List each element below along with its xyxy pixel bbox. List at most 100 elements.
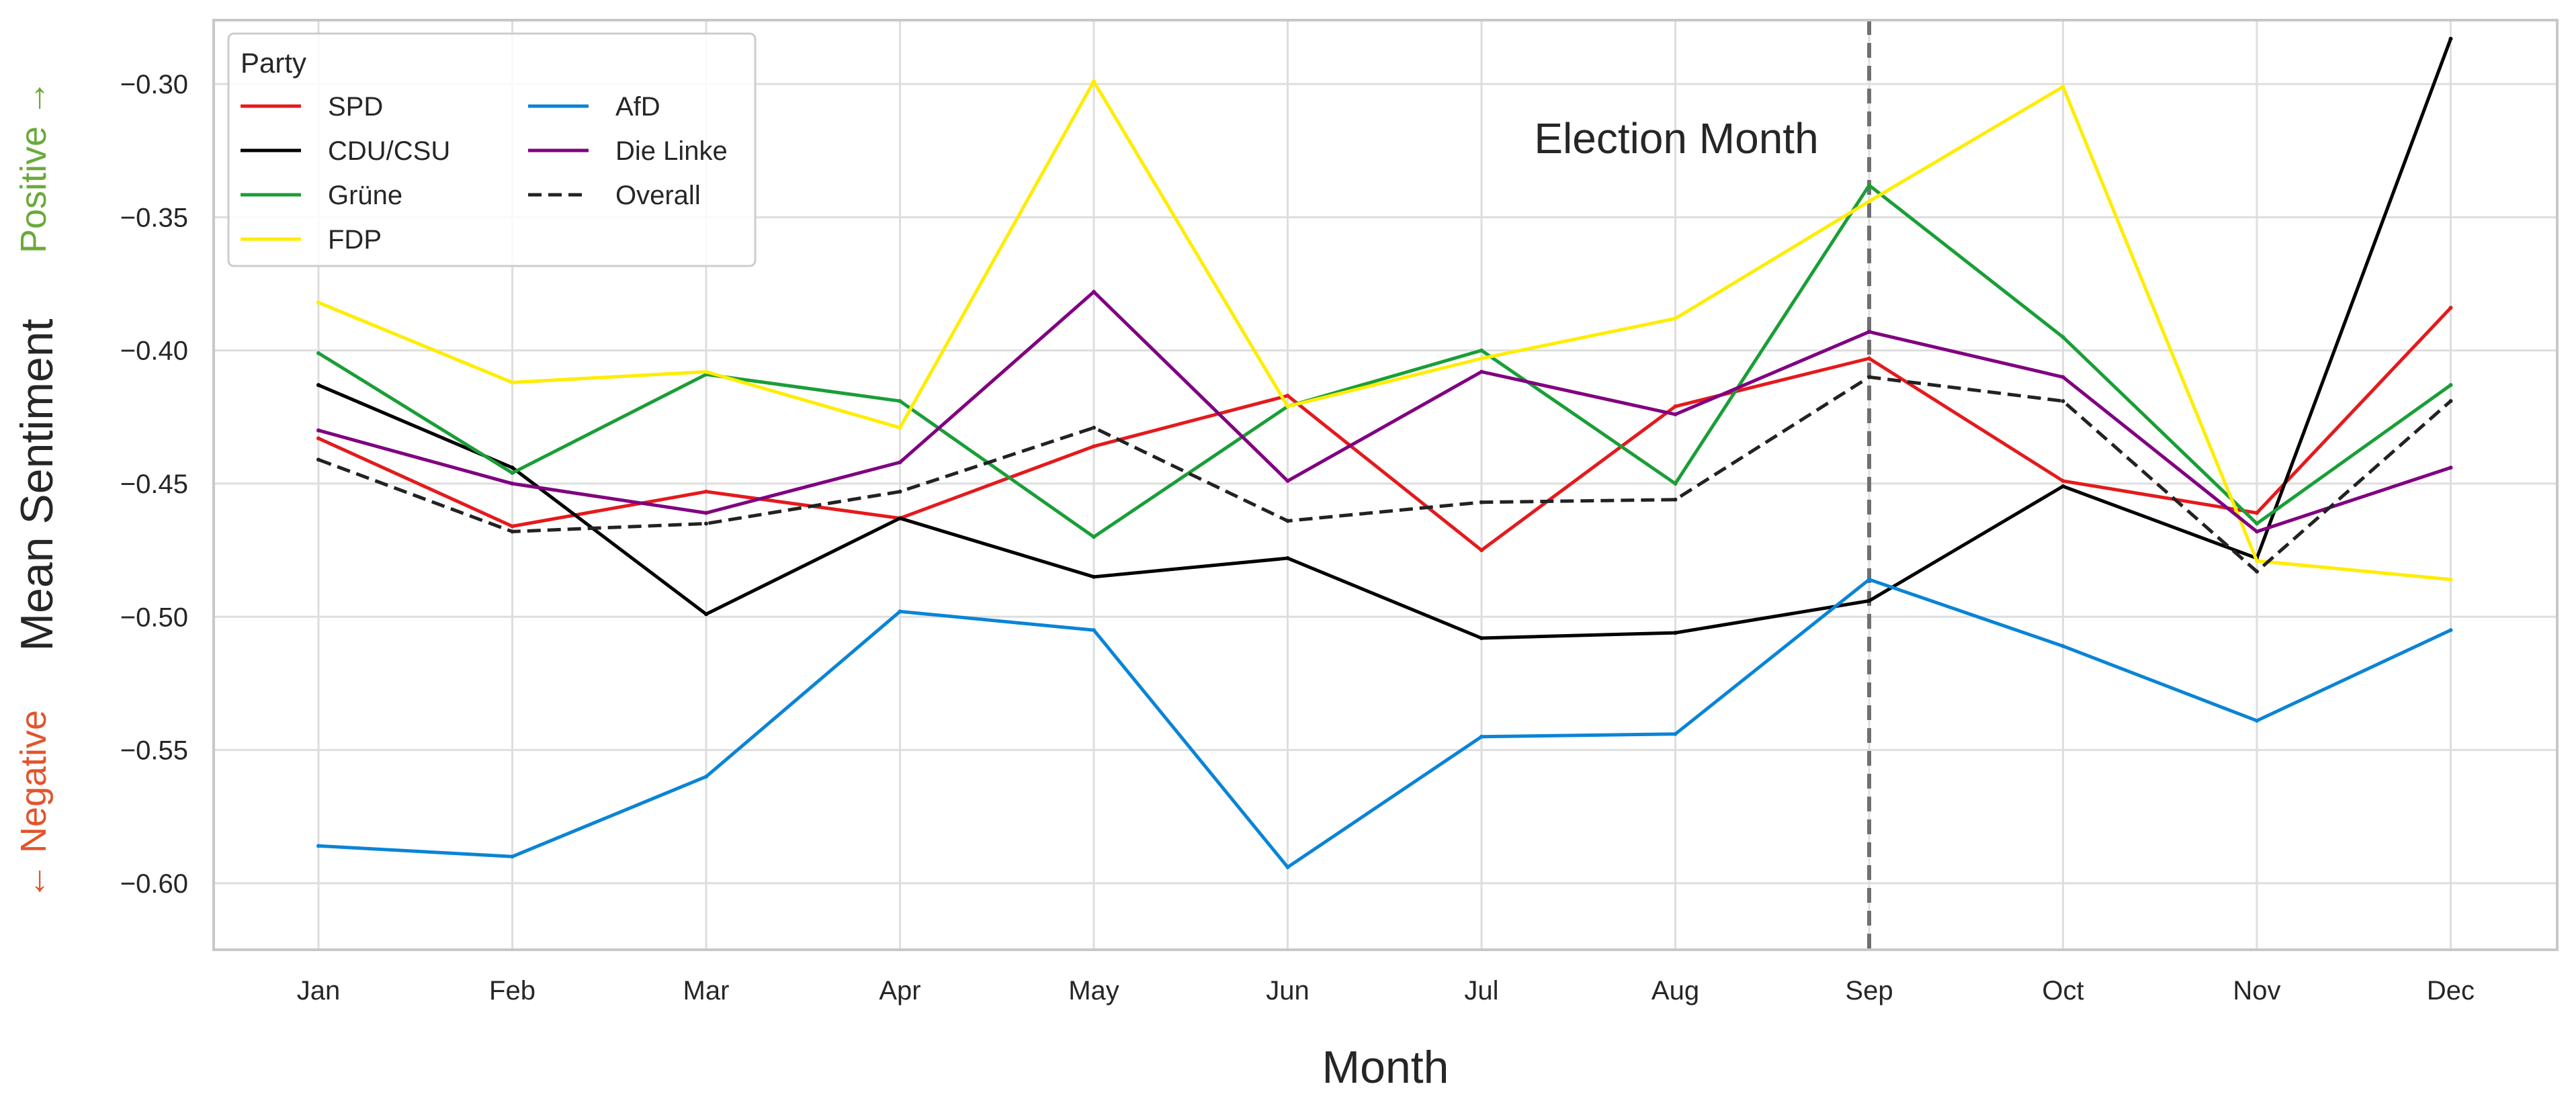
point-afd-oct	[2061, 643, 2065, 648]
point-cdu-csu-jan	[316, 383, 320, 388]
point-afd-aug	[1673, 731, 1678, 736]
point-afd-jun	[1285, 865, 1290, 870]
point-die-linke-nov	[2255, 529, 2259, 534]
point-gr-ne-jan	[316, 351, 320, 355]
x-axis-title: Month	[1322, 1042, 1449, 1093]
point-die-linke-jul	[1479, 369, 1484, 374]
point-fdp-jun	[1285, 404, 1290, 409]
legend-title: Party	[241, 47, 306, 79]
point-die-linke-sep	[1867, 329, 1871, 334]
point-fdp-sep	[1867, 199, 1871, 204]
point-spd-dec	[2448, 306, 2453, 310]
series-line-die-linke	[318, 289, 2452, 534]
legend: Party SPD CDU/CSU Grüne FDP AfD Die Linke Over…	[227, 32, 757, 267]
y-tick-labels: −0.30 −0.35 −0.40 −0.45 −0.50 −0.55 −0.60	[120, 70, 188, 899]
x-tick-label-mar: Mar	[683, 976, 730, 1006]
legend-label-overall: Overall	[615, 181, 701, 210]
y-tick-label: −0.60	[120, 869, 188, 899]
legend-label-spd: SPD	[328, 92, 383, 122]
series-lines	[316, 36, 2453, 870]
point-overall-nov	[2255, 569, 2259, 574]
point-afd-may	[1092, 628, 1096, 633]
point-die-linke-apr	[898, 460, 902, 465]
point-die-linke-may	[1092, 289, 1096, 294]
x-tick-label-jul: Jul	[1464, 976, 1498, 1006]
point-spd-may	[1092, 444, 1096, 449]
y-tick-label: −0.30	[120, 70, 188, 99]
point-die-linke-feb	[510, 482, 515, 486]
x-tick-label-dec: Dec	[2427, 976, 2475, 1006]
point-gr-ne-aug	[1673, 482, 1678, 486]
point-fdp-jul	[1479, 356, 1484, 361]
legend-label-cdu-csu: CDU/CSU	[328, 136, 450, 166]
legend-label-fdp: FDP	[328, 225, 382, 255]
series-line-cdu-csu	[318, 38, 2452, 640]
point-spd-sep	[1867, 356, 1871, 361]
y-tick-label: −0.45	[120, 470, 188, 499]
point-cdu-csu-jul	[1479, 636, 1484, 641]
y-tick-label: −0.50	[120, 603, 188, 632]
point-gr-ne-feb	[510, 471, 515, 476]
point-fdp-mar	[704, 369, 708, 374]
x-tick-label-jan: Jan	[297, 976, 341, 1006]
point-cdu-csu-may	[1092, 574, 1096, 579]
point-afd-sep	[1867, 577, 1871, 582]
point-overall-may	[1092, 425, 1096, 430]
legend-label-afd: AfD	[615, 92, 660, 122]
point-afd-feb	[510, 854, 515, 859]
point-fdp-jan	[316, 300, 320, 305]
point-spd-jul	[1479, 548, 1484, 553]
point-spd-jan	[316, 436, 320, 441]
point-gr-ne-apr	[898, 399, 902, 404]
point-gr-ne-jul	[1479, 348, 1484, 353]
point-die-linke-mar	[704, 510, 708, 515]
point-spd-nov	[2255, 510, 2259, 515]
point-overall-aug	[1673, 497, 1678, 502]
x-tick-label-nov: Nov	[2233, 976, 2280, 1006]
point-cdu-csu-dec	[2448, 36, 2453, 41]
point-die-linke-dec	[2448, 465, 2453, 470]
point-overall-mar	[704, 521, 708, 526]
point-afd-mar	[704, 774, 708, 779]
point-overall-oct	[2061, 399, 2065, 404]
point-spd-mar	[704, 489, 708, 494]
point-overall-dec	[2448, 399, 2453, 404]
y-tick-label: −0.35	[120, 203, 188, 232]
legend-label-gr-ne: Grüne	[328, 181, 402, 210]
point-fdp-feb	[510, 380, 515, 385]
series-line-spd	[317, 306, 2452, 553]
series-line-afd	[318, 577, 2452, 870]
point-gr-ne-sep	[1867, 183, 1871, 187]
x-tick-label-apr: Apr	[879, 976, 920, 1006]
x-tick-label-oct: Oct	[2042, 976, 2084, 1006]
point-overall-jan	[316, 457, 320, 462]
x-tick-label-aug: Aug	[1651, 976, 1699, 1006]
point-cdu-csu-sep	[1867, 598, 1871, 603]
legend-label-die-linke: Die Linke	[615, 136, 728, 166]
x-tick-label-jun: Jun	[1266, 976, 1310, 1006]
legend-box	[227, 32, 757, 267]
point-cdu-csu-aug	[1673, 631, 1678, 635]
series-line-overall	[318, 375, 2452, 574]
x-tick-label-may: May	[1068, 976, 1119, 1006]
y-tick-label: −0.55	[120, 736, 188, 766]
point-overall-feb	[510, 529, 515, 534]
point-fdp-aug	[1673, 316, 1678, 321]
point-spd-jun	[1285, 394, 1290, 398]
point-afd-jan	[316, 844, 320, 848]
annotation-election-month: Election Month	[1534, 114, 1818, 163]
point-overall-apr	[898, 489, 902, 494]
point-overall-sep	[1867, 375, 1871, 380]
point-cdu-csu-oct	[2061, 484, 2065, 488]
y-axis-negative-label: ← Negative	[13, 710, 54, 899]
point-afd-apr	[898, 609, 902, 614]
y-axis-positive-label: Positive →	[13, 80, 54, 253]
point-fdp-dec	[2448, 577, 2453, 582]
y-axis-title: Mean Sentiment	[11, 318, 62, 651]
point-afd-dec	[2448, 628, 2453, 633]
series-line-gr-ne	[317, 183, 2452, 539]
y-tick-label: −0.40	[120, 337, 188, 366]
point-cdu-csu-mar	[704, 612, 708, 617]
x-tick-label-feb: Feb	[489, 976, 535, 1006]
